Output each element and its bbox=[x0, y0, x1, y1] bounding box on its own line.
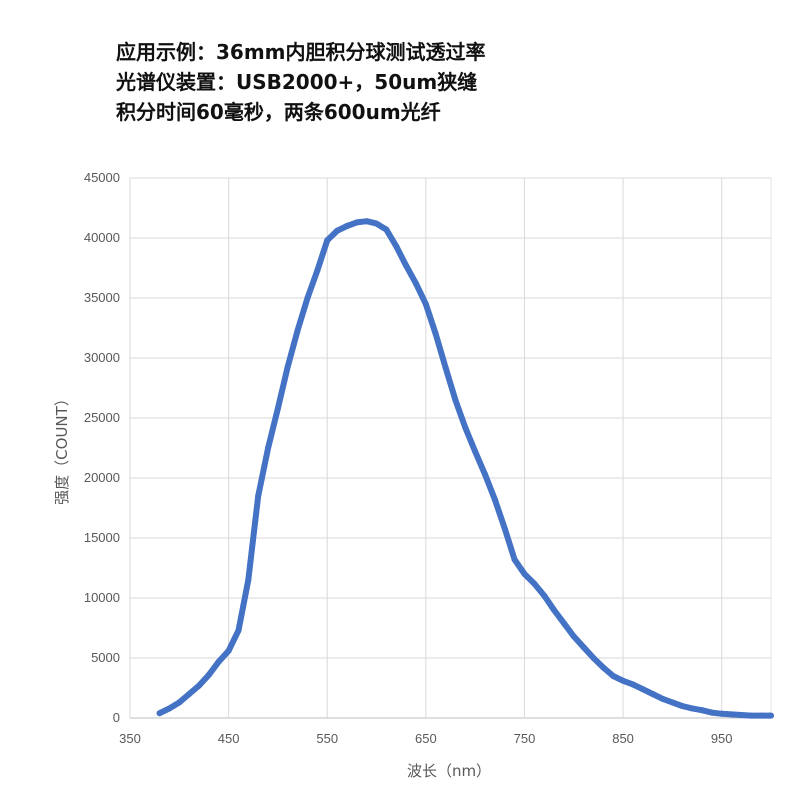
data-point bbox=[324, 237, 331, 244]
x-tick-label: 550 bbox=[316, 731, 338, 746]
data-point bbox=[491, 496, 498, 503]
data-point bbox=[649, 691, 656, 697]
data-point bbox=[304, 295, 311, 301]
data-point bbox=[176, 699, 183, 706]
data-point bbox=[560, 620, 567, 627]
y-tick-label: 0 bbox=[113, 710, 120, 725]
data-point bbox=[432, 331, 439, 337]
data-point bbox=[156, 710, 163, 717]
data-point bbox=[600, 664, 607, 671]
data-point bbox=[580, 644, 587, 651]
data-point bbox=[294, 327, 301, 334]
data-point bbox=[274, 405, 281, 412]
y-tick-label: 5000 bbox=[91, 650, 120, 665]
y-tick-label: 10000 bbox=[84, 590, 120, 605]
data-point bbox=[541, 592, 548, 599]
x-tick-label: 850 bbox=[612, 731, 634, 746]
data-point bbox=[245, 577, 252, 583]
data-point bbox=[639, 686, 646, 693]
data-point bbox=[196, 682, 202, 689]
data-point bbox=[205, 671, 212, 678]
data-point bbox=[610, 673, 617, 679]
data-point bbox=[708, 709, 715, 716]
data-point bbox=[452, 397, 459, 403]
x-tick-label: 650 bbox=[415, 731, 437, 746]
data-point bbox=[748, 712, 755, 719]
data-point bbox=[235, 627, 242, 634]
y-tick-label: 45000 bbox=[84, 170, 120, 185]
plot-area bbox=[129, 177, 772, 719]
chart-title-line-1: 应用示例：36mm内胆积分球测试透过率 bbox=[116, 40, 486, 64]
y-tick-label: 15000 bbox=[84, 530, 120, 545]
data-point bbox=[383, 226, 390, 233]
data-point bbox=[718, 710, 725, 717]
data-point bbox=[521, 571, 528, 577]
data-point bbox=[570, 633, 577, 640]
y-tick-label: 35000 bbox=[84, 290, 120, 305]
chart-title-line-3: 积分时间60毫秒，两条600um光纤 bbox=[116, 100, 441, 124]
data-point bbox=[403, 262, 410, 269]
data-point bbox=[590, 655, 597, 661]
data-point bbox=[314, 267, 321, 274]
data-point bbox=[669, 699, 676, 706]
data-point bbox=[531, 580, 538, 587]
data-point bbox=[620, 677, 627, 684]
chart-title-line-2: 光谱仪装置：USB2000+，50um狭缝 bbox=[116, 70, 478, 94]
data-point bbox=[738, 712, 745, 718]
data-point bbox=[225, 647, 232, 654]
data-point bbox=[758, 712, 765, 719]
data-point bbox=[373, 220, 380, 227]
data-point bbox=[679, 703, 686, 709]
x-tick-label: 750 bbox=[514, 731, 536, 746]
data-point bbox=[482, 471, 488, 478]
data-point bbox=[728, 711, 735, 718]
data-point bbox=[166, 705, 173, 712]
y-tick-label: 25000 bbox=[84, 410, 120, 425]
data-point bbox=[393, 243, 400, 250]
x-tick-label: 350 bbox=[119, 731, 141, 746]
data-point bbox=[265, 445, 272, 451]
x-tick-label: 950 bbox=[711, 731, 733, 746]
y-tick-label: 20000 bbox=[84, 470, 120, 485]
data-point bbox=[334, 227, 341, 234]
y-tick-label: 40000 bbox=[84, 230, 120, 245]
data-point bbox=[353, 219, 360, 226]
data-point bbox=[284, 363, 291, 370]
data-point bbox=[699, 707, 705, 714]
data-point bbox=[255, 493, 262, 499]
data-point bbox=[344, 223, 350, 229]
data-point bbox=[186, 691, 193, 697]
data-point bbox=[442, 364, 449, 371]
x-tick-label: 450 bbox=[218, 731, 240, 746]
data-point bbox=[689, 705, 696, 712]
y-axis-title: 强度（COUNT） bbox=[53, 391, 71, 505]
x-axis-title: 波长（nm） bbox=[407, 762, 491, 780]
data-point bbox=[363, 218, 370, 225]
data-point bbox=[501, 525, 508, 532]
data-point bbox=[462, 424, 469, 431]
y-tick-label: 30000 bbox=[84, 350, 120, 365]
data-point bbox=[629, 681, 636, 688]
series-line bbox=[156, 218, 774, 719]
data-point bbox=[215, 658, 222, 665]
data-point bbox=[413, 280, 419, 287]
data-point bbox=[472, 448, 479, 455]
data-point bbox=[551, 607, 557, 613]
data-point bbox=[511, 556, 518, 563]
data-point bbox=[768, 712, 774, 719]
data-point bbox=[659, 695, 666, 702]
data-point bbox=[422, 301, 429, 307]
